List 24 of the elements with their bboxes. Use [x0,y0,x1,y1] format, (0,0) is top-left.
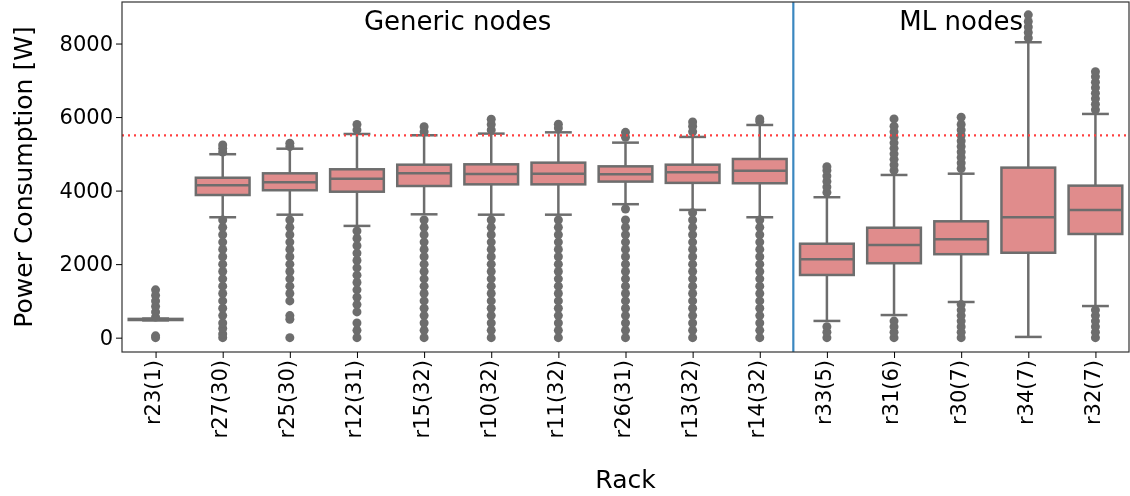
annotation: Generic nodes [363,6,552,36]
y-tick-label: 4000 [59,178,113,203]
x-tick-label: r15(32) [409,360,434,439]
y-tick-label: 0 [99,325,113,350]
x-tick-label: r26(31) [610,360,635,439]
x-tick-label: r12(31) [342,360,367,439]
x-tick-label: r33(5) [812,360,837,426]
x-tick-label: r23(1) [140,360,165,426]
y-tick-label: 2000 [59,252,113,277]
annotation: ML nodes [899,6,1023,36]
x-tick-label: r27(30) [208,360,233,439]
x-tick-label: r14(32) [745,360,770,439]
y-tick-label: 8000 [59,31,113,56]
x-tick-label: r31(6) [879,360,904,426]
x-tick-label: r32(7) [1080,360,1105,426]
x-tick-label: r10(32) [476,360,501,439]
x-tick-label: r11(32) [543,360,568,439]
x-tick-label: r13(32) [678,360,703,439]
x-axis-title: Rack [595,465,657,494]
y-tick-label: 6000 [59,105,113,130]
y-axis-title: Power Consumption [W] [9,26,38,328]
x-tick-label: r30(7) [946,360,971,426]
x-tick-label: r34(7) [1013,360,1038,426]
x-tick-label: r25(30) [275,360,300,439]
